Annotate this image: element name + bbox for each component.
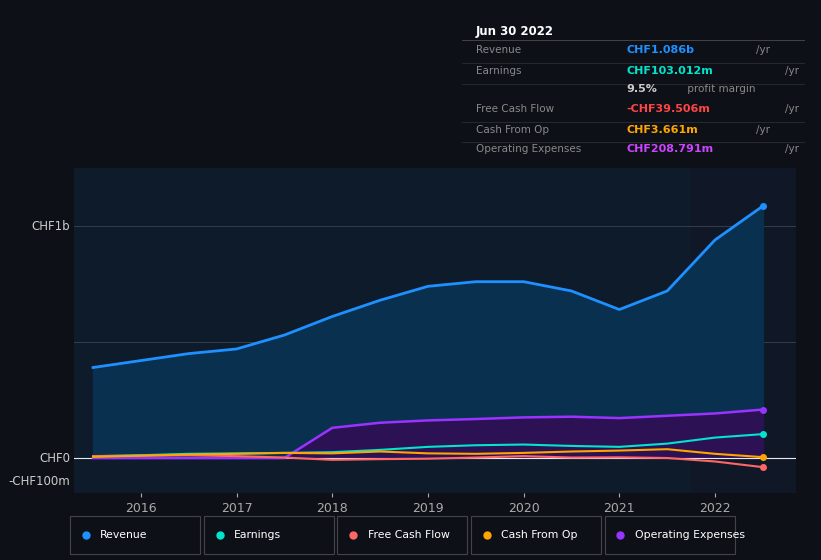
Text: Operating Expenses: Operating Expenses	[475, 144, 581, 154]
Text: Cash From Op: Cash From Op	[502, 530, 578, 540]
FancyBboxPatch shape	[471, 516, 601, 554]
Text: /yr: /yr	[785, 66, 799, 76]
Text: CHF1b: CHF1b	[32, 220, 71, 232]
FancyBboxPatch shape	[204, 516, 333, 554]
Text: 9.5%: 9.5%	[626, 83, 658, 94]
Text: CHF3.661m: CHF3.661m	[626, 125, 699, 134]
Text: Earnings: Earnings	[234, 530, 281, 540]
Text: CHF208.791m: CHF208.791m	[626, 144, 713, 154]
Text: Free Cash Flow: Free Cash Flow	[368, 530, 449, 540]
FancyBboxPatch shape	[70, 516, 200, 554]
FancyBboxPatch shape	[604, 516, 735, 554]
Text: Cash From Op: Cash From Op	[475, 125, 548, 134]
Text: -CHF100m: -CHF100m	[8, 475, 71, 488]
Text: Revenue: Revenue	[475, 45, 521, 55]
Text: -CHF39.506m: -CHF39.506m	[626, 104, 710, 114]
Text: /yr: /yr	[785, 104, 799, 114]
Text: Jun 30 2022: Jun 30 2022	[475, 25, 553, 38]
Text: Free Cash Flow: Free Cash Flow	[475, 104, 554, 114]
Text: /yr: /yr	[785, 144, 799, 154]
Bar	[691, 168, 796, 493]
Text: Operating Expenses: Operating Expenses	[635, 530, 745, 540]
Text: Revenue: Revenue	[100, 530, 148, 540]
Text: CHF0: CHF0	[39, 451, 71, 464]
Text: /yr: /yr	[756, 125, 770, 134]
Text: CHF103.012m: CHF103.012m	[626, 66, 713, 76]
Text: CHF1.086b: CHF1.086b	[626, 45, 695, 55]
Text: profit margin: profit margin	[684, 83, 756, 94]
Text: Earnings: Earnings	[475, 66, 521, 76]
Text: /yr: /yr	[756, 45, 770, 55]
FancyBboxPatch shape	[337, 516, 467, 554]
